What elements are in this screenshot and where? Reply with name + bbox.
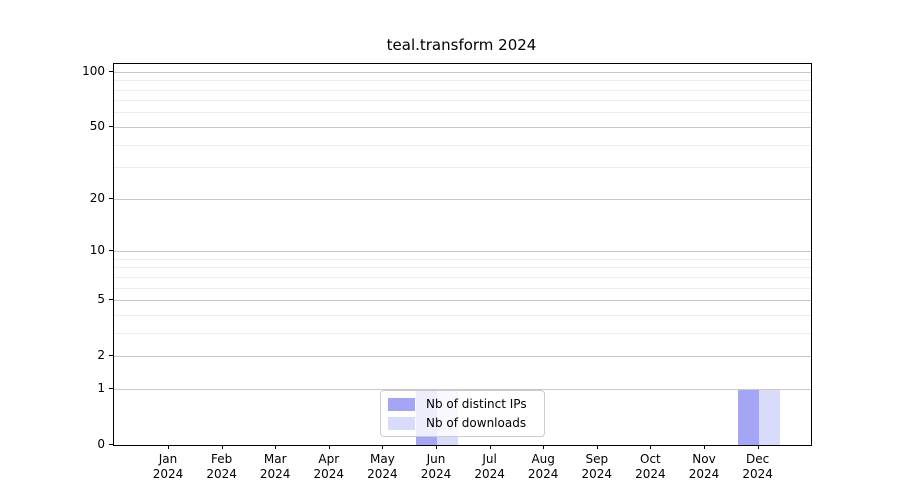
legend-swatch-distinct-ips-icon bbox=[388, 397, 415, 411]
x-axis-tick-label: Dec 2024 bbox=[742, 452, 773, 481]
major-gridline bbox=[114, 71, 811, 73]
x-axis-tick-label: Jun 2024 bbox=[420, 452, 452, 481]
y-tick-mark bbox=[109, 444, 113, 445]
x-tick-mark bbox=[757, 445, 759, 449]
bar-distinct-ips bbox=[737, 388, 759, 445]
y-tick-mark bbox=[109, 299, 113, 300]
minor-gridline bbox=[114, 314, 811, 316]
minor-gridline bbox=[114, 80, 811, 82]
y-axis-tick-label: 100 bbox=[82, 63, 105, 78]
x-tick-mark bbox=[275, 445, 277, 449]
plot-area bbox=[113, 63, 812, 446]
minor-gridline bbox=[114, 332, 811, 334]
x-axis-tick-label: Apr 2024 bbox=[313, 452, 345, 481]
y-axis-tick-label: 20 bbox=[89, 190, 105, 205]
major-gridline bbox=[114, 300, 811, 301]
y-axis-tick-label: 2 bbox=[97, 348, 105, 363]
x-tick-mark bbox=[543, 445, 545, 449]
x-axis-tick-label: Oct 2024 bbox=[635, 452, 666, 481]
minor-gridline bbox=[114, 112, 811, 114]
major-gridline bbox=[114, 198, 811, 200]
minor-gridline bbox=[114, 258, 811, 260]
chart-title: teal.transform 2024 bbox=[386, 36, 537, 54]
legend: Nb of distinct IPs Nb of downloads bbox=[380, 390, 545, 437]
legend-swatch-downloads-icon bbox=[388, 416, 415, 430]
x-tick-mark bbox=[382, 445, 384, 449]
y-tick-mark bbox=[109, 355, 113, 357]
bar-downloads bbox=[758, 388, 780, 445]
y-axis-tick-label: 5 bbox=[97, 292, 105, 306]
x-axis-tick-label: Jul 2024 bbox=[474, 452, 505, 481]
y-axis-tick-label: 1 bbox=[97, 380, 105, 395]
minor-gridline bbox=[114, 167, 811, 169]
legend-item-downloads: Nb of downloads bbox=[388, 416, 537, 430]
y-tick-mark bbox=[109, 387, 113, 389]
y-tick-mark bbox=[109, 125, 113, 127]
minor-gridline bbox=[114, 267, 811, 269]
y-axis-tick-label: 50 bbox=[89, 118, 105, 133]
major-gridline bbox=[114, 126, 811, 128]
x-tick-mark bbox=[168, 445, 169, 449]
x-tick-mark bbox=[596, 445, 598, 449]
legend-label-downloads: Nb of downloads bbox=[426, 416, 527, 430]
x-axis-tick-label: Sep 2024 bbox=[581, 452, 613, 481]
minor-gridline bbox=[114, 100, 811, 102]
x-axis-tick-label: Mar 2024 bbox=[259, 452, 291, 481]
y-tick-mark bbox=[109, 197, 113, 199]
x-tick-mark bbox=[436, 445, 437, 449]
y-axis-tick-label: 10 bbox=[89, 243, 105, 257]
y-tick-mark bbox=[109, 250, 113, 251]
x-axis-tick-label: Aug 2024 bbox=[527, 452, 559, 481]
major-gridline bbox=[114, 356, 811, 358]
legend-label-distinct-ips: Nb of distinct IPs bbox=[426, 397, 527, 411]
x-tick-mark bbox=[221, 445, 223, 449]
x-tick-mark bbox=[704, 445, 705, 449]
x-axis-tick-label: Jan 2024 bbox=[152, 452, 184, 481]
minor-gridline bbox=[114, 287, 811, 289]
legend-item-distinct-ips: Nb of distinct IPs bbox=[388, 397, 537, 411]
minor-gridline bbox=[114, 89, 811, 91]
major-gridline bbox=[114, 251, 811, 252]
y-axis-tick-label: 0 bbox=[97, 437, 105, 451]
x-axis-tick-label: Feb 2024 bbox=[206, 452, 237, 481]
minor-gridline bbox=[114, 276, 811, 278]
x-tick-mark bbox=[489, 445, 491, 449]
x-axis-tick-label: Nov 2024 bbox=[688, 452, 720, 481]
x-tick-mark bbox=[650, 445, 652, 449]
minor-gridline bbox=[114, 144, 811, 146]
x-axis-tick-label: May 2024 bbox=[367, 452, 398, 481]
y-tick-mark bbox=[109, 70, 113, 72]
x-tick-mark bbox=[328, 445, 330, 449]
major-gridline bbox=[114, 388, 811, 390]
